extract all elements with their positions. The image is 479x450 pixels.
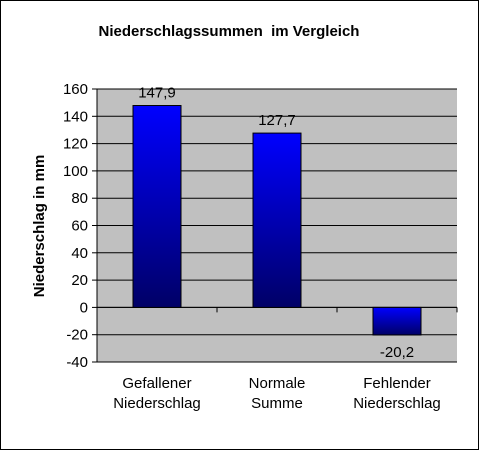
data-label: 127,7 [258, 112, 296, 129]
data-labels: 147,9 127,7 -20,2 [138, 85, 414, 361]
data-label: 147,9 [138, 85, 176, 102]
y-tick-label: 80 [71, 190, 88, 207]
y-tick-label: 120 [63, 136, 88, 153]
bar [372, 306, 422, 336]
y-tick-label: -40 [66, 354, 88, 371]
data-label: -20,2 [380, 344, 414, 361]
bar [132, 105, 182, 308]
y-tick-labels: 160 140 120 100 80 60 40 20 0 -20 -40 [63, 81, 88, 371]
y-tick-label: 60 [71, 218, 88, 235]
y-tick-label: 140 [63, 108, 88, 125]
category-label: Normale [249, 375, 306, 392]
category-labels: Gefallener Niederschlag Normale Summe Fehlen… [113, 375, 441, 412]
y-tick-label: -20 [66, 327, 88, 344]
y-tick-label: 40 [71, 245, 88, 262]
y-tick-label: 160 [63, 81, 88, 98]
category-label: Niederschlag [353, 395, 441, 412]
y-tick-label: 20 [71, 272, 88, 289]
category-label: Summe [251, 395, 303, 412]
y-tick-label: 0 [80, 299, 88, 316]
category-label: Fehlender [363, 375, 431, 392]
category-label: Niederschlag [113, 395, 201, 412]
bars [132, 105, 422, 336]
category-label: Gefallener [122, 375, 191, 392]
chart-title: Niederschlagssummen im Vergleich [99, 23, 360, 40]
y-axis-label: Niederschlag in mm [31, 155, 48, 298]
bar [252, 132, 302, 308]
y-tick-label: 100 [63, 163, 88, 180]
